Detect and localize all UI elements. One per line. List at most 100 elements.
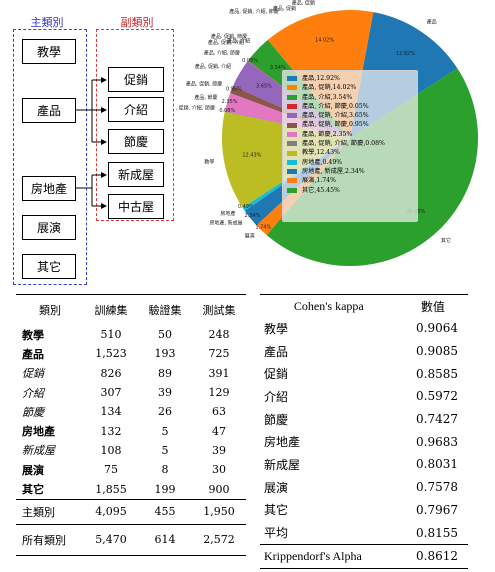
table-cell: 510 — [100, 328, 122, 342]
legend-percent: 12.43% — [316, 149, 340, 157]
pie-percent-label: 0.49% — [238, 204, 254, 210]
table-cell: 826 — [100, 366, 122, 380]
table-cell: 725 — [208, 347, 230, 361]
main-category-box: 其它 — [22, 254, 76, 279]
alpha-value: 0.8612 — [397, 543, 468, 569]
pie-category-label: 產品, 促銷 — [292, 0, 315, 7]
kappa-value: 0.7578 — [416, 480, 458, 495]
legend-percent: 3.65% — [348, 112, 369, 120]
table-cell: 47 — [212, 424, 226, 438]
legend-separator: , — [330, 130, 333, 138]
legend-percent: 3.54% — [332, 93, 353, 101]
main-category-group — [13, 29, 87, 285]
legend-swatch — [287, 150, 297, 156]
total-label: 所有類別 — [16, 523, 84, 556]
legend-entry: 產品, 12.92% — [287, 74, 417, 83]
legend-separator: , — [347, 121, 349, 129]
legend-entry: 產品, 節慶, 2.35% — [287, 130, 417, 139]
row-label: 介紹 — [264, 389, 289, 404]
row-label: 房地產 — [22, 425, 55, 439]
table-cell: 132 — [100, 424, 122, 438]
pie-legend: 產品, 12.92% 產品, 促銷, 14.02% 產品, 介紹, 3.54% 產品,… — [282, 70, 418, 222]
legend-percent: 0.08% — [365, 140, 385, 148]
table-cell: 30 — [212, 463, 226, 477]
legend-percent: 1.74% — [316, 177, 336, 185]
pie-percent-label: 0.05% — [242, 58, 258, 64]
legend-swatch — [287, 178, 297, 184]
legend-label: 產品, 促銷, 介紹 — [302, 112, 347, 120]
pie-percent-label: 0.08% — [219, 108, 235, 114]
legend-swatch — [287, 187, 297, 193]
legend-separator: , — [347, 102, 349, 110]
legend-percent: 14.02% — [332, 84, 357, 92]
table-cell: 193 — [154, 347, 176, 361]
pie-category-label: 其它 — [441, 237, 451, 244]
row-label: 教學 — [22, 328, 44, 342]
row-label: 新成屋 — [22, 444, 55, 458]
kappa-value: 0.5972 — [416, 389, 458, 404]
table-row: 其它 1,855 199 900 — [16, 479, 246, 499]
legend-label: 房地產, 新成屋 — [302, 167, 344, 175]
legend-label: 產品, 介紹, 節慶 — [302, 102, 347, 110]
total-cell: 5,470 — [84, 523, 138, 556]
legend-entry: 產品, 介紹, 節慶, 0.05% — [287, 102, 417, 111]
row-label: 新成屋 — [264, 457, 301, 472]
pie-outer-label: 產品, 促銷, 介紹 — [208, 39, 244, 46]
legend-entry: 產品, 促銷, 節慶, 0.95% — [287, 120, 417, 129]
row-label: 其它 — [264, 503, 289, 518]
legend-swatch — [287, 131, 297, 137]
row-label: 節慶 — [264, 412, 289, 427]
legend-percent: 0.95% — [348, 121, 369, 129]
sub-category-box: 中古屋 — [108, 194, 164, 219]
pie-percent-label: 1.74% — [255, 225, 271, 231]
table-cell: 199 — [154, 482, 176, 496]
legend-separator: , — [314, 177, 317, 185]
pie-category-label: 房地產 — [220, 210, 235, 217]
pie-category-label: 產品, 介紹 — [227, 38, 250, 45]
total-cell: 455 — [138, 498, 192, 525]
kappa-value: 0.7427 — [416, 412, 458, 427]
legend-swatch — [287, 94, 297, 100]
table-row: 介紹 307 39 129 — [16, 383, 246, 402]
kappa-value: 0.9683 — [416, 434, 458, 449]
row-label: 展演 — [264, 480, 289, 495]
row-label: 展演 — [22, 463, 44, 477]
pie-category-label: 展演 — [245, 233, 255, 240]
legend-percent: 2.35% — [332, 130, 353, 138]
pie-category-label: 產品, 節慶 — [194, 94, 217, 101]
row-label: 平均 — [264, 526, 289, 541]
legend-label: 產品 — [302, 75, 315, 82]
pie-percent-label: 0.95% — [226, 86, 242, 92]
row-label: 產品 — [22, 347, 44, 361]
legend-percent: 0.49% — [322, 158, 343, 166]
legend-entry: 房地產, 0.49% — [287, 158, 417, 167]
main-category-box: 產品 — [22, 98, 76, 123]
pie-category-label: 產品, 促銷, 介紹, 節慶 — [176, 104, 215, 111]
pie-outer-label: 產品, 促銷, 節慶 — [211, 33, 247, 40]
column-header: 訓練集 — [84, 294, 138, 325]
legend-label: 產品, 節慶 — [302, 130, 331, 138]
row-label: 教學 — [264, 321, 289, 336]
legend-percent: 0.05% — [348, 102, 369, 110]
kappa-value: 0.7967 — [416, 502, 458, 517]
column-header: 類別 — [16, 294, 84, 325]
table-cell: 63 — [212, 405, 226, 419]
legend-separator: , — [330, 84, 333, 92]
table-cell: 1,855 — [95, 482, 127, 496]
diagram-connectors — [76, 77, 107, 209]
table-row: 節慶 0.7427 — [260, 408, 468, 431]
legend-label: 產品, 促銷 — [302, 84, 331, 92]
table-cell: 26 — [158, 405, 172, 419]
total-cell: 1,950 — [192, 498, 246, 525]
legend-entry: 房地產, 新成屋, 2.34% — [287, 167, 417, 176]
table-row: 促銷 0.8585 — [260, 362, 468, 385]
row-label: 房地產 — [264, 435, 301, 450]
main-category-box: 房地產 — [22, 176, 76, 201]
category-pie-chart: 12.92% 產品 14.02% 產品, 促銷 3.54% 產品, 介紹 0.05% 產品, … — [176, 0, 495, 290]
table-row: 促銷 826 89 391 — [16, 364, 246, 383]
legend-swatch — [287, 122, 297, 128]
dataset-split-table: 類別 訓練集 驗證集 測試集 教學 510 50 248 產品 1,523 193 725 促銷… — [16, 294, 246, 556]
column-header: 測試集 — [192, 294, 246, 325]
kappa-value: 0.8585 — [416, 366, 458, 381]
column-header: 驗證集 — [138, 294, 192, 325]
